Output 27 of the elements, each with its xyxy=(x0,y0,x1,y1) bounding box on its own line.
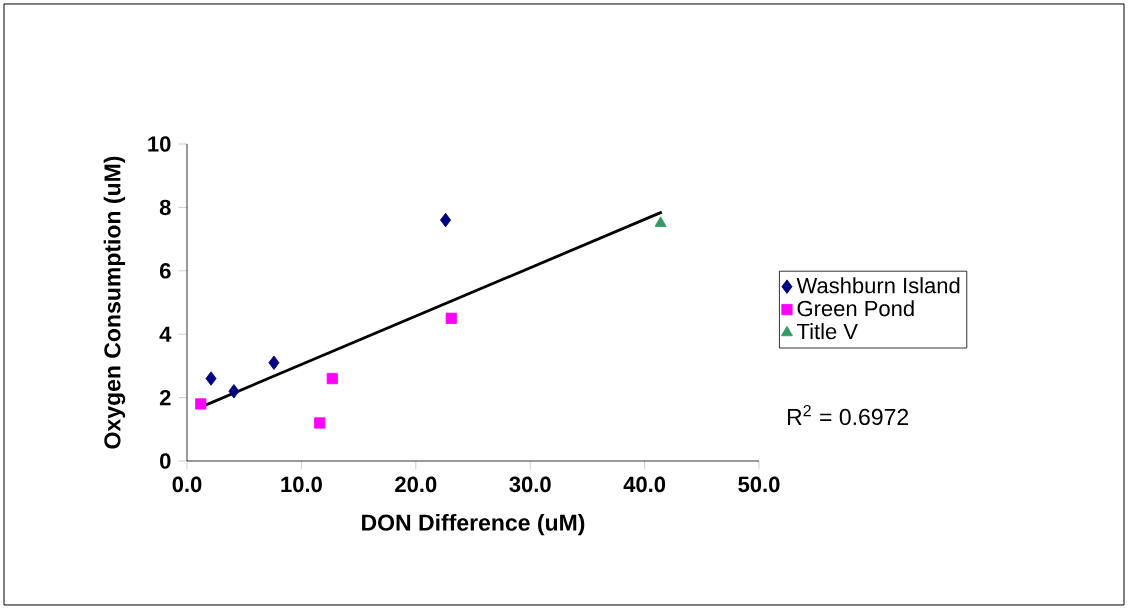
point xyxy=(195,398,207,410)
legend-label: Title V xyxy=(797,323,858,340)
x-tick-label: 10.0 xyxy=(281,476,322,493)
y-tick-label: 8 xyxy=(159,199,171,216)
y-tick-label: 10 xyxy=(148,136,171,152)
x-axis-title: DON Difference (uM) xyxy=(362,513,585,536)
y-tick-label: 0 xyxy=(160,453,171,469)
y-tick-label: 6 xyxy=(159,263,171,279)
x-tick-label: 40.0 xyxy=(623,476,666,493)
point xyxy=(268,355,280,370)
text: R$^{2}$ = 0.6972 xyxy=(787,404,909,426)
y-axis-title: Oxygen Consumption (uM) xyxy=(103,156,126,449)
x-tick-label: 30.0 xyxy=(509,476,551,493)
point xyxy=(326,372,338,385)
x-tick-label: 50.0 xyxy=(738,476,780,493)
point xyxy=(440,212,452,228)
point xyxy=(314,417,326,429)
x-tick-label: 20.0 xyxy=(395,476,437,493)
point xyxy=(654,216,667,227)
point xyxy=(205,371,217,386)
x-tick-label: 0.0 xyxy=(172,476,202,493)
y-tick-label: 4 xyxy=(159,326,172,342)
point xyxy=(445,312,457,324)
point xyxy=(228,384,240,399)
y-tick-label: 2 xyxy=(159,389,171,406)
legend-label: Washburn Island xyxy=(796,277,960,294)
legend-label: Green Pond xyxy=(797,300,914,317)
